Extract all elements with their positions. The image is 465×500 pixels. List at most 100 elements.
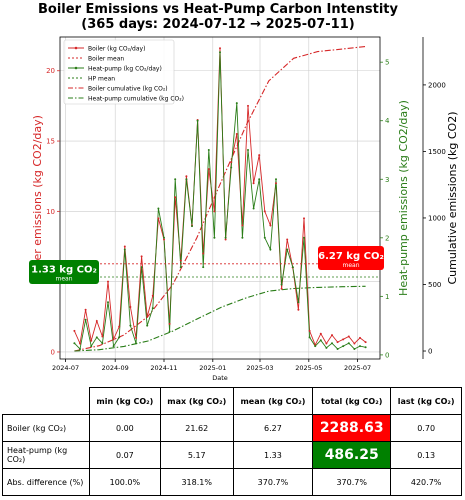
- table-corner-cell: [2, 387, 90, 415]
- heat-pump-data-point: [325, 346, 328, 349]
- boiler-data-point: [247, 104, 249, 107]
- y-right-tick-label: 0: [428, 348, 432, 356]
- table-cell: 420.7%: [390, 468, 462, 496]
- boiler-data-point: [107, 280, 109, 283]
- heat-pump-data-point: [135, 342, 137, 345]
- table-cell: 6.27: [232, 414, 314, 442]
- hp-mean-badge-label: mean: [55, 276, 72, 283]
- chart-canvas: Boiler Emissions vs Heat-Pump Carbon Int…: [29, 2, 459, 382]
- boiler-data-point: [230, 161, 233, 164]
- heat-pump-data-point: [308, 336, 311, 339]
- x-tick-label: 2025-07: [344, 364, 371, 372]
- x-axis-label: Date: [212, 374, 228, 382]
- table-row: Abs. difference (%) 100.0% 318.1% 370.7%…: [2, 468, 462, 496]
- boiler-data-point: [297, 308, 300, 311]
- boiler-data-point: [336, 341, 339, 344]
- heat-pump-data-point: [107, 301, 109, 304]
- heat-pump-data-point: [112, 345, 115, 348]
- legend-label: Boiler (kg CO₂/day): [88, 45, 145, 52]
- y-left-tick-label: 10: [46, 208, 55, 216]
- heat-pump-data-point: [235, 102, 238, 105]
- boiler-data-point: [202, 252, 205, 255]
- heat-pump-data-point: [95, 336, 98, 339]
- y-mid-tick-label: 5: [385, 59, 389, 67]
- x-tick-label: 2025-03: [246, 364, 273, 372]
- heat-pump-data-point: [73, 342, 76, 345]
- boiler-data-point: [174, 196, 177, 199]
- boiler-data-point: [118, 325, 121, 328]
- y-right-tick-label: 1500: [428, 148, 446, 156]
- heat-pump-data-point: [286, 248, 289, 251]
- heat-pump-data-point: [118, 336, 121, 339]
- boiler-mean-badge: [318, 246, 384, 270]
- row-label-heat-pump: Heat-pump (kg CO₂): [2, 441, 90, 469]
- boiler-data-point: [319, 332, 322, 335]
- boiler-data-point: [308, 329, 311, 332]
- hp-mean-badge-value: 1.33 kg CO₂: [31, 265, 97, 276]
- table-cell: 0.00: [89, 414, 161, 442]
- heat-pump-data-point: [157, 207, 160, 210]
- heat-pump-data-point: [90, 345, 93, 348]
- column-header-max: max (kg CO₂): [159, 387, 234, 415]
- y-mid-tick-label: 4: [385, 117, 390, 125]
- boiler-data-point: [123, 245, 126, 248]
- legend-label: Heat-pump (kg CO₂/day): [88, 65, 162, 72]
- boiler-data-point: [224, 238, 227, 241]
- chart-title-line-1: Boiler Emissions vs Heat-Pump Carbon Int…: [38, 2, 398, 17]
- boiler-cumulative-line: [74, 45, 366, 352]
- legend-marker: [74, 46, 78, 50]
- chart-title-line-2: (365 days: 2024-07-12 → 2025-07-11): [81, 17, 354, 32]
- boiler-data-point: [95, 320, 98, 323]
- heat-pump-data-point: [224, 236, 227, 239]
- heat-pump-data-point: [185, 178, 188, 181]
- plot-marks: [60, 45, 380, 352]
- heat-pump-data-point: [364, 346, 367, 349]
- table-cell: 318.1%: [159, 468, 234, 496]
- column-header-last: last (kg CO₂): [390, 387, 462, 415]
- boiler-data-point: [207, 168, 210, 171]
- boiler-data-point: [90, 339, 93, 342]
- heat-pump-data-point: [247, 148, 249, 151]
- heat-pump-data-point: [191, 225, 193, 228]
- heat-pump-data-point: [269, 248, 272, 251]
- heat-pump-data-point: [297, 301, 300, 304]
- boiler-data-point: [213, 210, 216, 213]
- heat-pump-data-point: [303, 236, 305, 239]
- column-header-mean: mean (kg CO₂): [232, 387, 314, 415]
- heat-pump-data-point: [359, 345, 361, 348]
- legend-label: Boiler cumulative (kg CO₂): [88, 85, 168, 92]
- boiler-mean-badge-value: 6.27 kg CO₂: [318, 251, 384, 262]
- boiler-data-point: [140, 255, 143, 258]
- legend-label: Heat-pump cumulative (kg CO₂): [88, 95, 184, 102]
- legend-box: [63, 39, 175, 105]
- boiler-data-point: [241, 224, 244, 227]
- heat-pump-cumulative-line: [74, 285, 366, 352]
- boiler-data-point: [303, 217, 305, 220]
- boiler-data-point: [280, 287, 283, 290]
- boiler-data-point: [347, 335, 350, 338]
- y-right-tick-label: 2000: [428, 81, 446, 89]
- heat-pump-data-point: [213, 236, 216, 239]
- boiler-data-point: [325, 342, 328, 345]
- boiler-data-point: [157, 217, 160, 220]
- boiler-data-point: [219, 47, 221, 50]
- heat-pump-data-point: [291, 266, 294, 269]
- boiler-data-point: [286, 238, 289, 241]
- heat-pump-data-point: [252, 207, 255, 210]
- heat-pump-data-point: [319, 339, 322, 342]
- heat-pump-data-point: [230, 166, 233, 169]
- x-tick-label: 2024-11: [150, 364, 177, 372]
- heat-pump-data-point: [129, 324, 132, 327]
- table-cell: 100.0%: [89, 468, 161, 496]
- table-cell: 370.7%: [312, 468, 392, 496]
- table-cell: 5.17: [159, 441, 234, 469]
- table-header-row: min (kg CO₂) max (kg CO₂) mean (kg CO₂) …: [2, 387, 462, 415]
- boiler-mean-badge-label: mean: [342, 262, 359, 269]
- boiler-data-point: [258, 154, 261, 157]
- boiler-data-point: [101, 335, 104, 338]
- boiler-data-point: [146, 315, 149, 318]
- heat-pump-data-point: [174, 178, 177, 181]
- boiler-data-point: [84, 308, 87, 311]
- y-left-axis-label: Boiler emissions (kg CO2/day): [31, 115, 44, 281]
- y-right-tick-label: 500: [428, 281, 441, 289]
